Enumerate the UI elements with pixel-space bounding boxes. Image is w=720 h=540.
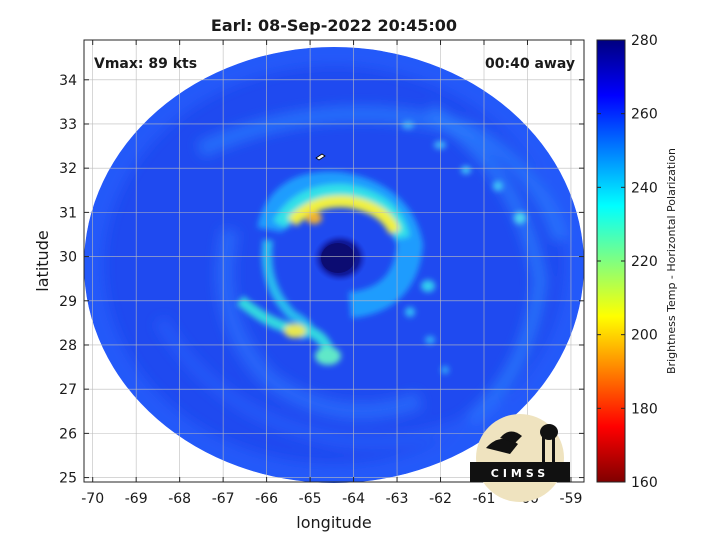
- y-axis-label: latitude: [33, 230, 52, 291]
- axes-frame: [83, 39, 585, 483]
- east-band-spot: [421, 280, 435, 292]
- colorbar-label: Brightness Temp - Horizontal Polarizatio…: [665, 148, 678, 374]
- x-tick-label: -61: [473, 491, 496, 507]
- x-tick-label: -63: [386, 491, 409, 507]
- y-tick-label: 25: [59, 471, 77, 487]
- outer-band-south: [153, 316, 505, 449]
- hurricane-eye-core: [321, 243, 355, 273]
- x-tick-label: -64: [342, 491, 365, 507]
- colorbar-tick-label: 200: [631, 328, 658, 344]
- small-white-feature: [315, 153, 326, 161]
- cimss-logo-text: CIMSS: [491, 467, 549, 480]
- x-tick-label: -67: [212, 491, 235, 507]
- cimss-logo-dish: [486, 438, 518, 454]
- cyan-eyewall: [273, 183, 410, 240]
- east-band-spot-2: [405, 307, 415, 317]
- colorbar-tick-label: 180: [631, 401, 658, 417]
- colorbar: [596, 39, 626, 483]
- y-tick-label: 28: [59, 338, 77, 354]
- south-band-spot: [315, 347, 341, 365]
- orange-spot: [306, 212, 322, 224]
- y-tick-label: 27: [59, 382, 77, 398]
- time-away-annotation: 00:40 away: [485, 56, 575, 72]
- colorbar-tick-label: 220: [631, 254, 658, 270]
- southwest-hot-spot: [284, 324, 306, 338]
- y-tick-label: 26: [59, 426, 77, 442]
- y-tick-label: 33: [59, 117, 77, 133]
- cimss-logo-tower: [542, 436, 545, 462]
- x-tick-label: -59: [560, 491, 583, 507]
- colorbar-tick-label: 240: [631, 180, 658, 196]
- x-tick-label: -70: [81, 491, 104, 507]
- outer-band-east: [426, 104, 548, 426]
- cimss-logo-ground: [470, 462, 570, 482]
- chart-title: Earl: 08-Sep-2022 20:45:00: [211, 16, 457, 35]
- y-tick-label: 32: [59, 161, 77, 177]
- x-tick-label: -66: [255, 491, 278, 507]
- north-band-spot-2: [402, 121, 414, 129]
- cimss-logo-tank: [540, 424, 558, 440]
- colorbar-tick-label: 260: [631, 107, 658, 123]
- y-tick-label: 29: [59, 294, 77, 310]
- swath-edge-light: [84, 47, 584, 483]
- cimss-logo-dish-2: [500, 431, 522, 443]
- x-tick-label: -65: [299, 491, 322, 507]
- x-axis-label: longitude: [296, 513, 371, 532]
- x-tick-label: -69: [125, 491, 148, 507]
- x-tick-label: -68: [168, 491, 191, 507]
- colorbar-ticks: 160 180 200 220 240 260 280: [597, 33, 658, 491]
- y-tick-label: 30: [59, 250, 77, 266]
- east-band-spot-5: [461, 166, 471, 174]
- yellow-eyewall: [287, 195, 401, 235]
- east-band-spot-3: [514, 212, 526, 224]
- colorbar-tick-label: 280: [631, 33, 658, 49]
- cimss-logo-tower-2: [552, 436, 555, 462]
- y-axis: 25 26 27 28 29 30 31 32 33 34: [59, 73, 584, 487]
- y-tick-label: 34: [59, 73, 77, 89]
- south-band-spot-3: [441, 366, 449, 374]
- east-band-spot-4: [493, 181, 503, 191]
- vmax-annotation: Vmax: 89 kts: [94, 56, 197, 72]
- north-band-spot: [434, 141, 446, 149]
- colorbar-tick-label: 160: [631, 475, 658, 491]
- outer-band-west: [216, 228, 424, 421]
- y-tick-label: 31: [59, 205, 77, 221]
- microwave-swath: [84, 47, 584, 483]
- grid-lines: [84, 40, 584, 482]
- south-band-spot-2: [425, 336, 435, 344]
- x-tick-label: -62: [429, 491, 452, 507]
- cimss-logo: CIMSS: [470, 414, 570, 502]
